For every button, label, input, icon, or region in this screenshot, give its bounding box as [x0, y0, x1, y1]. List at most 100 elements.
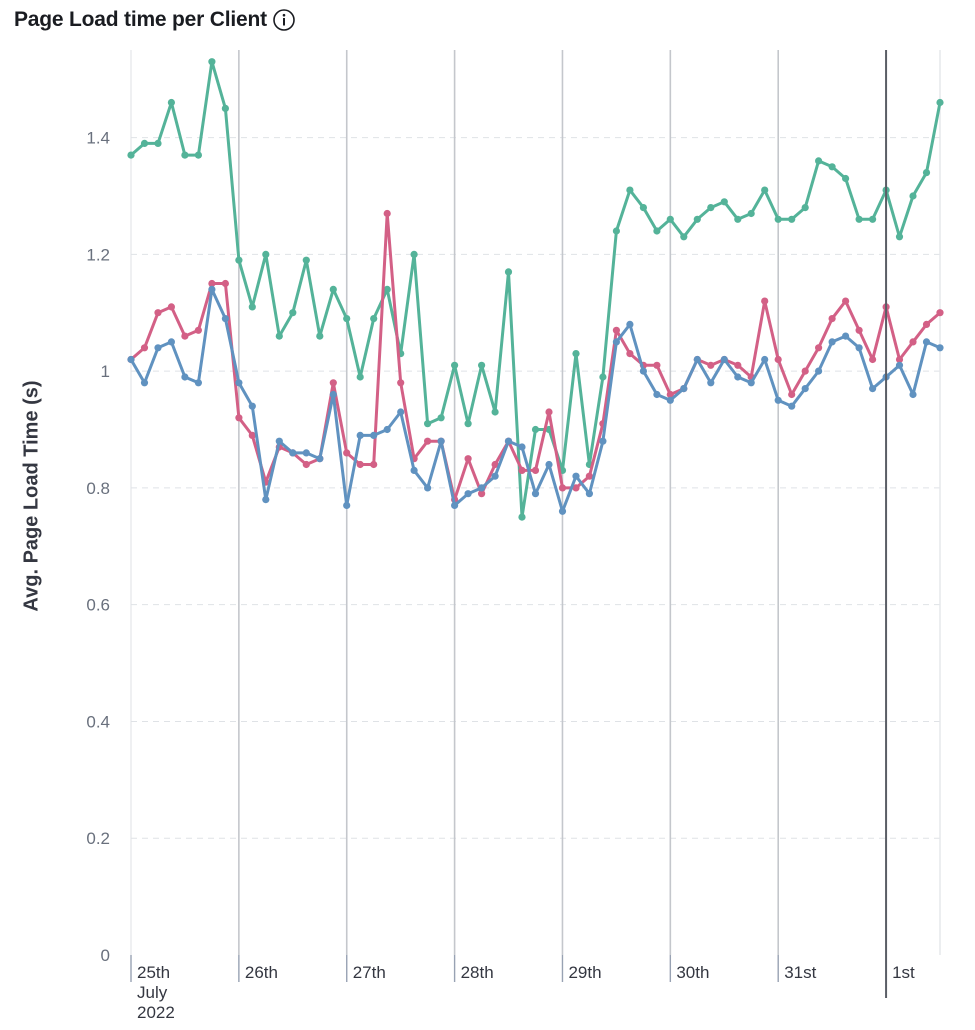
data-point	[140, 344, 149, 352]
data-point	[343, 449, 351, 457]
data-point	[127, 355, 135, 364]
data-point	[855, 326, 863, 334]
data-point	[424, 484, 432, 492]
y-tick-label: 0.6	[86, 596, 110, 615]
x-tick-label: 28th	[461, 963, 494, 982]
data-point	[909, 192, 917, 200]
y-tick-label: 1.2	[86, 245, 110, 264]
data-point	[316, 455, 324, 463]
data-point	[761, 355, 769, 364]
data-point	[801, 367, 809, 375]
data-point	[181, 332, 189, 340]
data-point	[626, 350, 634, 358]
data-point	[666, 215, 674, 223]
data-point	[289, 309, 297, 317]
data-point	[464, 455, 472, 463]
data-point	[531, 466, 540, 474]
chart-title: Page Load time per Client	[14, 8, 267, 31]
series-line-2	[129, 287, 942, 513]
data-point	[221, 104, 229, 112]
data-point	[666, 390, 674, 399]
data-point	[424, 437, 432, 445]
data-point	[478, 484, 486, 492]
y-tick-label: 1.4	[86, 129, 110, 148]
y-tick-label: 0.2	[86, 829, 110, 848]
data-point	[208, 58, 216, 66]
data-point	[491, 460, 499, 469]
data-point	[356, 460, 364, 469]
data-point	[302, 449, 310, 457]
y-tick-label: 1	[101, 362, 110, 381]
data-point	[208, 279, 216, 288]
data-point	[262, 250, 270, 258]
data-point	[491, 472, 499, 480]
data-point	[424, 420, 432, 428]
data-point	[208, 285, 216, 293]
data-point	[855, 344, 863, 352]
data-point	[504, 437, 513, 445]
data-point	[922, 320, 931, 328]
data-point	[154, 309, 162, 317]
data-point	[370, 431, 378, 439]
data-point	[410, 466, 418, 474]
data-point	[909, 338, 917, 346]
data-point	[451, 361, 459, 369]
data-point	[194, 326, 202, 334]
data-point	[478, 361, 486, 369]
data-point	[545, 460, 553, 469]
info-icon[interactable]	[272, 8, 296, 32]
data-point	[572, 350, 580, 358]
data-point	[815, 157, 823, 165]
data-point	[464, 490, 472, 498]
data-point	[909, 390, 917, 399]
data-point	[788, 215, 796, 223]
data-point	[140, 379, 149, 387]
data-point	[154, 139, 162, 147]
data-point	[248, 303, 256, 311]
data-point	[612, 326, 621, 334]
data-point	[626, 320, 634, 328]
data-point	[329, 285, 337, 293]
x-tick-label: 31st	[784, 963, 816, 982]
data-point	[761, 297, 769, 305]
data-point	[275, 437, 283, 445]
data-point	[235, 379, 243, 387]
data-point	[828, 163, 836, 171]
data-point	[653, 227, 661, 235]
data-point	[356, 373, 364, 381]
data-point	[734, 373, 742, 381]
data-point	[936, 344, 944, 352]
data-point	[370, 460, 378, 469]
data-point	[194, 379, 202, 387]
data-point	[383, 209, 391, 218]
data-point	[356, 431, 364, 439]
data-point	[666, 396, 674, 404]
data-point	[842, 297, 850, 305]
data-point	[329, 390, 337, 399]
x-tick-label: 29th	[568, 963, 601, 982]
data-point	[181, 373, 189, 381]
data-point	[936, 98, 944, 107]
y-tick-label: 0.8	[86, 479, 110, 498]
data-point	[437, 414, 445, 422]
x-tick-label: 25th	[137, 963, 170, 982]
x-tick-label: 1st	[892, 963, 915, 982]
data-point	[653, 361, 661, 369]
data-point	[639, 367, 648, 375]
data-point	[869, 355, 877, 364]
data-point	[558, 507, 567, 515]
data-point	[383, 425, 391, 434]
data-point	[531, 490, 540, 498]
data-point	[801, 204, 809, 212]
data-point	[774, 355, 782, 364]
data-point	[936, 309, 944, 317]
y-tick-label: 0.4	[86, 712, 110, 731]
data-point	[774, 215, 782, 223]
data-point	[774, 396, 782, 404]
data-point	[248, 431, 256, 439]
data-point	[397, 379, 405, 387]
data-point	[518, 443, 526, 451]
data-point	[869, 385, 877, 393]
